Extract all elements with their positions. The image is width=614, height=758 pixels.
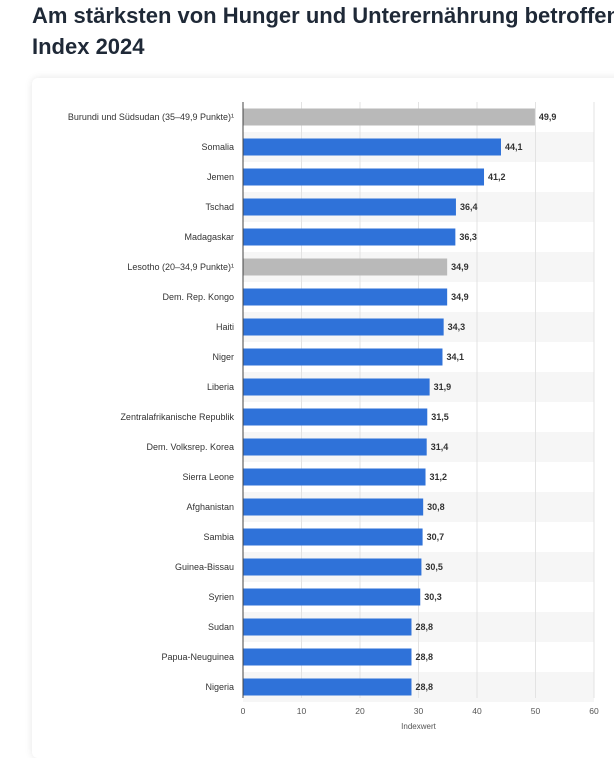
bar <box>243 138 501 156</box>
value-label: 36,3 <box>459 232 477 242</box>
value-label: 31,4 <box>431 442 449 452</box>
bar <box>243 498 424 516</box>
value-label: 41,2 <box>488 172 506 182</box>
category-label: Liberia <box>207 382 234 392</box>
category-label: Dem. Rep. Kongo <box>162 292 234 302</box>
category-label: Haiti <box>216 322 234 332</box>
value-label: 34,9 <box>451 262 469 272</box>
bar <box>243 588 421 606</box>
category-label: Afghanistan <box>186 502 234 512</box>
category-label: Niger <box>212 352 234 362</box>
bar <box>243 558 422 576</box>
bar <box>243 288 448 306</box>
value-label: 31,5 <box>431 412 449 422</box>
category-label: Sierra Leone <box>182 472 234 482</box>
bar <box>243 618 412 636</box>
category-label: Sudan <box>208 622 234 632</box>
value-label: 28,8 <box>415 682 433 692</box>
bar <box>243 258 448 276</box>
value-label: 49,9 <box>539 112 557 122</box>
bar <box>243 438 427 456</box>
page-title-line1: Am stärksten von Hunger und Unterernähru… <box>32 3 614 28</box>
x-tick-label: 20 <box>355 706 365 716</box>
bar <box>243 198 456 216</box>
category-label: Burundi und Südsudan (35–49,9 Punkte)¹ <box>68 112 234 122</box>
value-label: 28,8 <box>415 652 433 662</box>
value-label: 30,8 <box>427 502 445 512</box>
x-tick-label: 0 <box>241 706 246 716</box>
bar <box>243 378 430 396</box>
category-label: Nigeria <box>205 682 234 692</box>
value-label: 31,2 <box>430 472 448 482</box>
value-label: 34,1 <box>446 352 464 362</box>
category-label: Tschad <box>205 202 234 212</box>
x-tick-label: 30 <box>414 706 424 716</box>
page-title-line2: Index 2024 <box>32 34 145 59</box>
bar <box>243 348 443 366</box>
x-tick-label: 60 <box>589 706 599 716</box>
x-axis-title: Indexwert <box>401 722 436 731</box>
category-label: Somalia <box>201 142 234 152</box>
category-label: Zentralafrikanische Republik <box>120 412 234 422</box>
value-label: 30,5 <box>425 562 443 572</box>
bar <box>243 408 428 426</box>
value-label: 30,7 <box>427 532 445 542</box>
bar <box>243 528 423 546</box>
category-label: Syrien <box>208 592 234 602</box>
category-label: Jemen <box>207 172 234 182</box>
bar <box>243 108 535 126</box>
bar <box>243 468 426 486</box>
page-title: Am stärksten von Hunger und Unterernähru… <box>32 0 614 62</box>
chart-card: Burundi und Südsudan (35–49,9 Punkte)¹ 49… <box>32 78 614 758</box>
category-label: Sambia <box>203 532 234 542</box>
bar <box>243 228 456 246</box>
value-label: 34,3 <box>448 322 466 332</box>
bar-chart: Burundi und Südsudan (35–49,9 Punkte)¹ 49… <box>68 102 599 731</box>
x-tick-label: 10 <box>297 706 307 716</box>
value-label: 30,3 <box>424 592 442 602</box>
category-label: Papua-Neuguinea <box>161 652 234 662</box>
bar <box>243 168 485 186</box>
category-label: Madagaskar <box>184 232 234 242</box>
bar <box>243 648 412 666</box>
bar <box>243 318 444 336</box>
value-label: 44,1 <box>505 142 523 152</box>
value-label: 31,9 <box>434 382 452 392</box>
bar <box>243 678 412 696</box>
value-label: 34,9 <box>451 292 469 302</box>
value-label: 36,4 <box>460 202 478 212</box>
x-tick-label: 40 <box>472 706 482 716</box>
value-label: 28,8 <box>415 622 433 632</box>
x-tick-label: 50 <box>531 706 541 716</box>
category-label: Lesotho (20–34,9 Punkte)¹ <box>127 262 234 272</box>
category-label: Guinea-Bissau <box>175 562 234 572</box>
category-label: Dem. Volksrep. Korea <box>146 442 234 452</box>
